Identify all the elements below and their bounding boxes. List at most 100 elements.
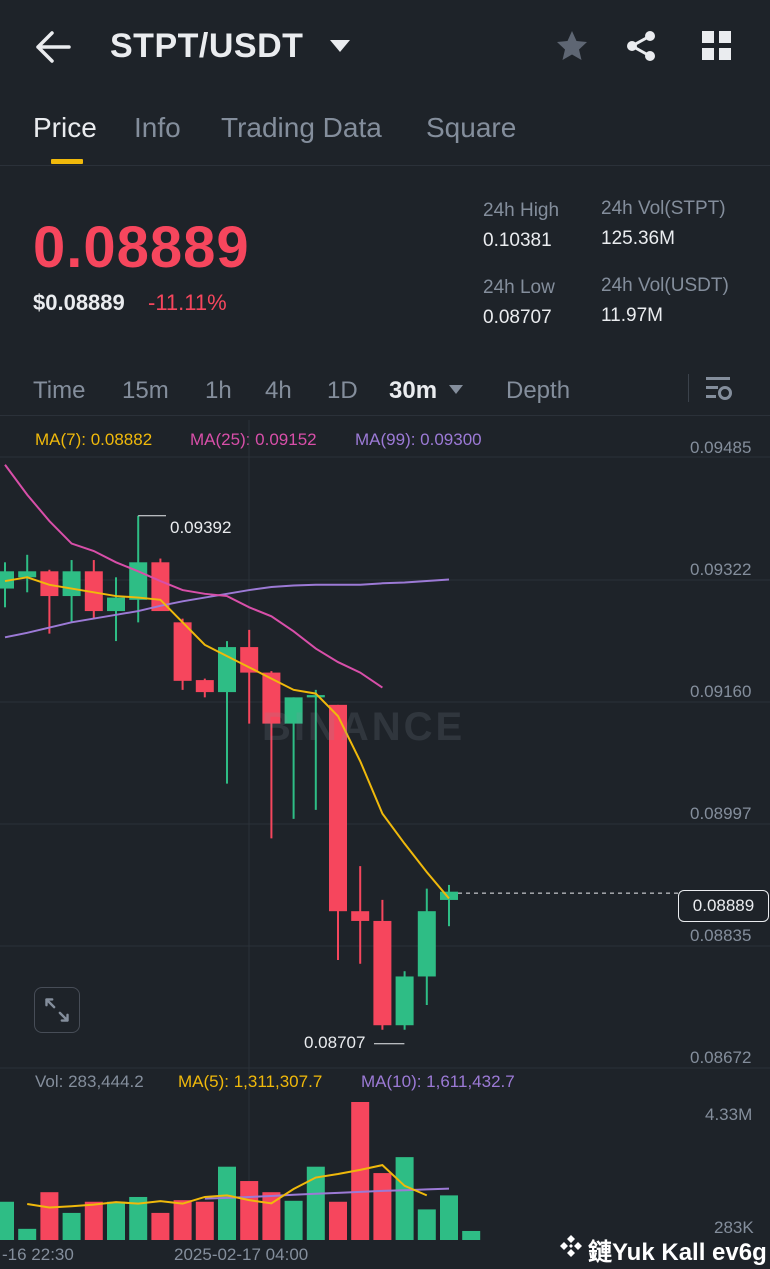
volume-legend: Vol: 283,444.2 [35,1072,144,1091]
volume-bar [329,1201,347,1240]
candle-body [173,622,192,681]
volume-bar [173,1200,192,1240]
price-axis-label: 0.08835 [690,926,752,945]
candle-body [62,571,81,597]
volume-bar [462,1230,481,1240]
candle-body [18,571,37,578]
candle-body [440,891,458,900]
interval-time[interactable]: Time [33,377,86,404]
pair-title[interactable]: STPT/USDT [110,27,304,65]
candle-body [395,976,414,1026]
ma25-line [4,464,383,689]
low-value: 0.08707 [483,307,552,328]
current-price-tag: 0.08889 [678,890,769,922]
interval-bar: Time 15m 1h 4h 1D 30m Depth [0,366,770,416]
interval-1d[interactable]: 1D [327,377,358,404]
candle-body [262,672,281,724]
divider [688,374,689,402]
high-value: 0.10381 [483,230,552,251]
volume-bar [62,1212,81,1240]
caret-down-icon[interactable] [449,385,463,394]
volume-bar [284,1200,303,1240]
candle-body [284,697,303,724]
candle-body [195,680,214,693]
tab-bar: Price Info Trading Data Square [0,96,770,166]
price-axis-label: 0.08672 [690,1048,752,1067]
active-tab-indicator [51,159,83,164]
price-axis-label: 0.09485 [690,438,752,457]
candle-body [240,647,259,673]
vol-ma10-line [204,1187,450,1200]
credit-text: 鏈Yuk Kall ev6g [588,1239,767,1266]
volume-axis-label: 4.33M [705,1105,753,1124]
candle-body [40,571,59,597]
tab-square[interactable]: Square [426,112,517,143]
volume-bar [262,1192,281,1240]
volume-bar [40,1192,59,1240]
fullscreen-icon[interactable] [34,987,80,1033]
candle-body [351,911,370,921]
ma25-legend: MA(25): 0.09152 [190,430,317,449]
volume-bar [240,1181,259,1240]
volume-bar [417,1209,436,1240]
low-marker-label: 0.08707 [304,1033,366,1052]
volume-bar [351,1102,370,1240]
ma7-line [4,576,450,900]
interval-30m[interactable]: 30m [389,377,438,404]
volume-bar [0,1201,14,1240]
volume-bar [84,1201,103,1240]
vol-base-value: 125.36M [601,228,675,249]
volume-bar [129,1196,148,1240]
share-icon[interactable] [624,29,658,63]
volume-axis-label: 283K [714,1218,754,1237]
volume-bar [306,1166,325,1240]
vol-ma5-legend: MA(5): 1,311,307.7 [178,1072,323,1091]
top-bar: STPT/USDT [0,0,770,96]
interval-4h[interactable]: 4h [265,377,292,404]
vol-ma10-legend: MA(10): 1,611,432.7 [361,1072,515,1091]
candle-body [329,704,347,912]
tab-info[interactable]: Info [134,112,181,143]
vol-ma5-line [27,1164,428,1209]
tab-price[interactable]: Price [33,112,97,143]
interval-15m[interactable]: 15m [122,377,169,404]
candle-body [84,571,103,612]
candle-body [107,597,125,612]
volume-bar [373,1173,392,1240]
grid-menu-icon[interactable] [702,31,732,61]
candle-body [129,562,148,600]
tab-trading-data[interactable]: Trading Data [221,112,382,143]
volume-bar [195,1201,214,1240]
last-price: 0.08889 [33,215,250,280]
price-axis-label: 0.08997 [690,804,752,823]
fiat-price: $0.08889 [33,290,125,315]
high-label: 24h High [483,200,560,221]
back-arrow-icon[interactable] [34,30,72,64]
interval-depth[interactable]: Depth [506,377,571,404]
low-label: 24h Low [483,277,555,298]
binance-logo-icon [560,1235,582,1257]
candle-body [306,695,325,698]
volume-bar [218,1166,236,1240]
ma99-line [4,578,450,639]
vol-quote-label: 24h Vol(USDT) [601,275,729,296]
ma7-legend: MA(7): 0.08882 [35,430,153,449]
caret-down-icon[interactable] [330,40,350,52]
watermark: BINANCE [262,705,466,749]
chart-settings-icon[interactable] [704,375,734,403]
price-axis-label: 0.09322 [690,560,752,579]
volume-bar [440,1195,458,1240]
volume-bar [107,1201,125,1240]
volume-bar [151,1212,170,1240]
price-axis-label: 0.09160 [690,682,752,701]
volume-bar [18,1228,37,1240]
price-change: -11.11% [148,290,227,315]
high-marker-label: 0.09392 [170,518,232,537]
kline-chart[interactable] [0,420,770,1250]
vol-base-label: 24h Vol(STPT) [601,198,726,219]
star-icon[interactable] [555,29,589,63]
time-axis-label: -16 22:30 [2,1245,74,1264]
vol-quote-value: 11.97M [601,305,663,326]
interval-1h[interactable]: 1h [205,377,232,404]
time-axis-label: 2025-02-17 04:00 [174,1245,309,1264]
